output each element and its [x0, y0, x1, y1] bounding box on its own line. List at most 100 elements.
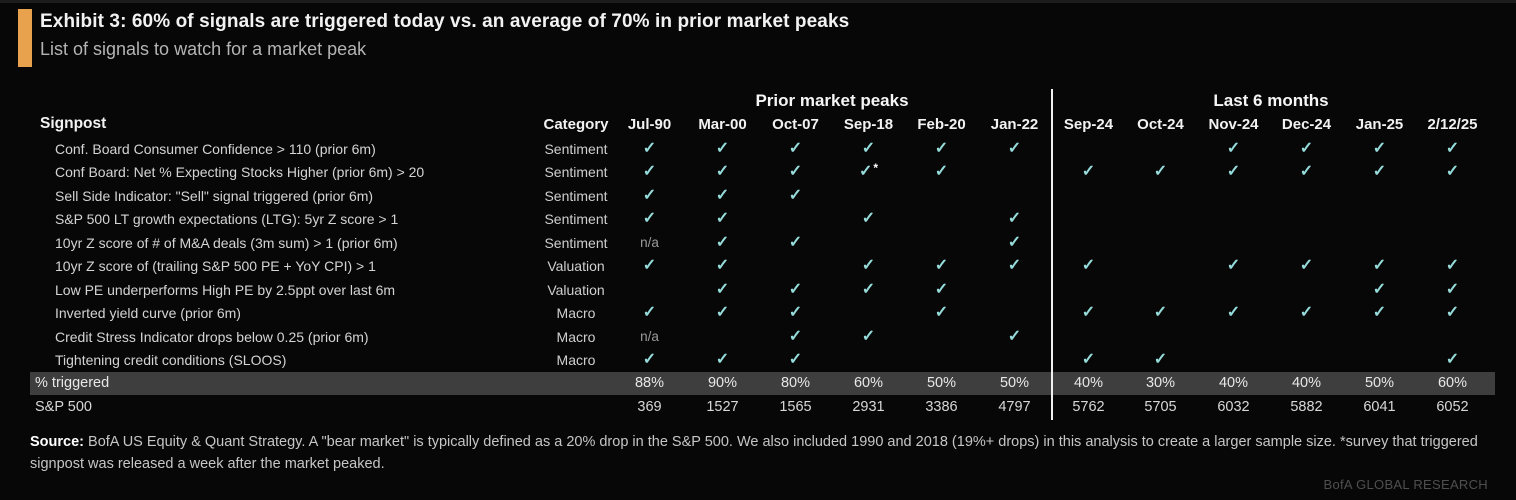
spx-value: 4797	[998, 399, 1031, 416]
spx-value: 3386	[925, 399, 958, 416]
check-icon: ✓	[934, 280, 949, 298]
signpost-label: S&P 500 LT growth expectations (LTG): 5y…	[55, 211, 399, 228]
check-icon: ✓	[1007, 210, 1022, 228]
check-icon: ✓	[934, 257, 949, 275]
pct-value: 40%	[1218, 375, 1249, 392]
check-icon: ✓	[715, 233, 730, 251]
check-icon: ✓	[715, 163, 730, 181]
empty-cell	[1416, 325, 1489, 349]
category-label: Sentiment	[544, 164, 608, 181]
check-icon: ✓	[1445, 280, 1460, 298]
spx-label: S&P 500	[35, 399, 92, 416]
check-icon: ✓	[1007, 257, 1022, 275]
prior-peaks-group-header: Prior market peaks	[755, 90, 909, 110]
spx-value: 6052	[1436, 399, 1469, 416]
check-icon: ✓	[1051, 301, 1124, 325]
empty-cell	[1051, 231, 1124, 255]
table-row: Credit Stress Indicator drops below 0.25…	[30, 325, 1495, 349]
signpost-header: Signpost	[40, 115, 107, 133]
empty-cell	[1197, 278, 1270, 302]
date-column-header: Jan-25	[1355, 115, 1404, 133]
check-icon: ✓	[1153, 163, 1168, 181]
empty-cell	[1270, 278, 1343, 302]
source-note: Source: BofA US Equity & Quant Strategy.…	[30, 431, 1488, 475]
signpost-label: Conf Board: Net % Expecting Stocks Highe…	[55, 164, 425, 181]
check-icon: ✓	[1445, 304, 1460, 322]
check-icon: ✓	[1226, 304, 1241, 322]
check-icon: ✓	[1299, 304, 1314, 322]
empty-cell	[1124, 325, 1197, 349]
check-icon: ✓	[715, 210, 730, 228]
title-block: Exhibit 3: 60% of signals are triggered …	[0, 8, 1516, 67]
spx-value: 1565	[779, 399, 812, 416]
check-icon: ✓	[642, 351, 657, 369]
check-icon: ✓	[858, 163, 873, 181]
check-icon: ✓	[1445, 351, 1460, 369]
empty-cell	[613, 278, 686, 302]
empty-cell	[1343, 184, 1416, 208]
empty-cell	[978, 302, 1051, 326]
empty-cell	[978, 161, 1051, 185]
pct-value: 50%	[1364, 375, 1395, 392]
empty-cell	[978, 349, 1051, 373]
table-row: Sell Side Indicator: "Sell" signal trigg…	[30, 184, 1495, 208]
check-icon: ✓	[715, 257, 730, 275]
table-row: Inverted yield curve (prior 6m) Macro ✓ ✓ ✓ ✓…	[30, 301, 1495, 326]
empty-cell	[759, 255, 832, 279]
table-row: 10yr Z score of (trailing S&P 500 PE + Y…	[30, 254, 1495, 279]
spx-row: S&P 500 369 1527 1565 2931 3386 4797 5762 5705 60…	[30, 395, 1495, 420]
check-icon: ✓	[788, 280, 803, 298]
check-asterisk-icon: ✓ *	[832, 161, 905, 185]
check-icon: ✓	[788, 304, 803, 322]
check-icon: ✓	[934, 163, 949, 181]
date-column-header: Jan-22	[990, 115, 1039, 133]
empty-cell	[1124, 278, 1197, 302]
empty-cell	[1051, 137, 1124, 161]
check-icon: ✓	[642, 257, 657, 275]
check-icon: ✓	[642, 304, 657, 322]
empty-cell	[1416, 184, 1489, 208]
pct-triggered-label: % triggered	[35, 375, 110, 392]
empty-cell	[1124, 255, 1197, 279]
spx-value: 5705	[1144, 399, 1177, 416]
category-label: Macro	[556, 352, 596, 369]
check-icon: ✓	[1007, 233, 1022, 251]
empty-cell	[1197, 208, 1270, 232]
na-label: n/a	[640, 235, 659, 250]
empty-cell	[1270, 184, 1343, 208]
na-label: n/a	[640, 329, 659, 344]
empty-cell	[1124, 137, 1197, 161]
empty-cell	[1343, 349, 1416, 373]
empty-cell	[905, 231, 978, 255]
signpost-label: 10yr Z score of # of M&A deals (3m sum) …	[55, 234, 398, 251]
table-row: S&P 500 LT growth expectations (LTG): 5y…	[30, 207, 1495, 232]
pct-value: 50%	[999, 375, 1030, 392]
check-icon: ✓	[788, 327, 803, 345]
signpost-label: 10yr Z score of (trailing S&P 500 PE + Y…	[55, 258, 376, 275]
check-icon: ✓	[1372, 139, 1387, 157]
empty-cell	[905, 325, 978, 349]
pct-value: 88%	[634, 375, 665, 392]
pct-value: 90%	[707, 375, 738, 392]
group-header-row: Prior market peaks Last 6 months	[30, 89, 1495, 111]
spx-value: 6032	[1217, 399, 1250, 416]
check-icon: ✓	[788, 351, 803, 369]
date-column-header: Mar-00	[698, 115, 747, 133]
check-icon: ✓	[1153, 304, 1168, 322]
column-header-row: Signpost Category Jul-90 Mar-00 Oct-07 Sep-18…	[30, 111, 1495, 137]
spx-value: 5882	[1290, 399, 1323, 416]
check-icon: ✓	[788, 163, 803, 181]
empty-cell	[759, 208, 832, 232]
empty-cell	[832, 302, 905, 326]
empty-cell	[1197, 184, 1270, 208]
signpost-label: Tightening credit conditions (SLOOS)	[55, 352, 287, 369]
pct-value: 30%	[1145, 375, 1176, 392]
check-icon: ✓	[1153, 351, 1168, 369]
pct-value: 50%	[926, 375, 957, 392]
source-label: Source:	[30, 434, 84, 450]
check-icon: ✓	[1445, 257, 1460, 275]
category-label: Sentiment	[544, 234, 608, 251]
pct-value: 40%	[1291, 375, 1322, 392]
empty-cell	[1051, 184, 1124, 208]
check-icon: ✓	[788, 233, 803, 251]
